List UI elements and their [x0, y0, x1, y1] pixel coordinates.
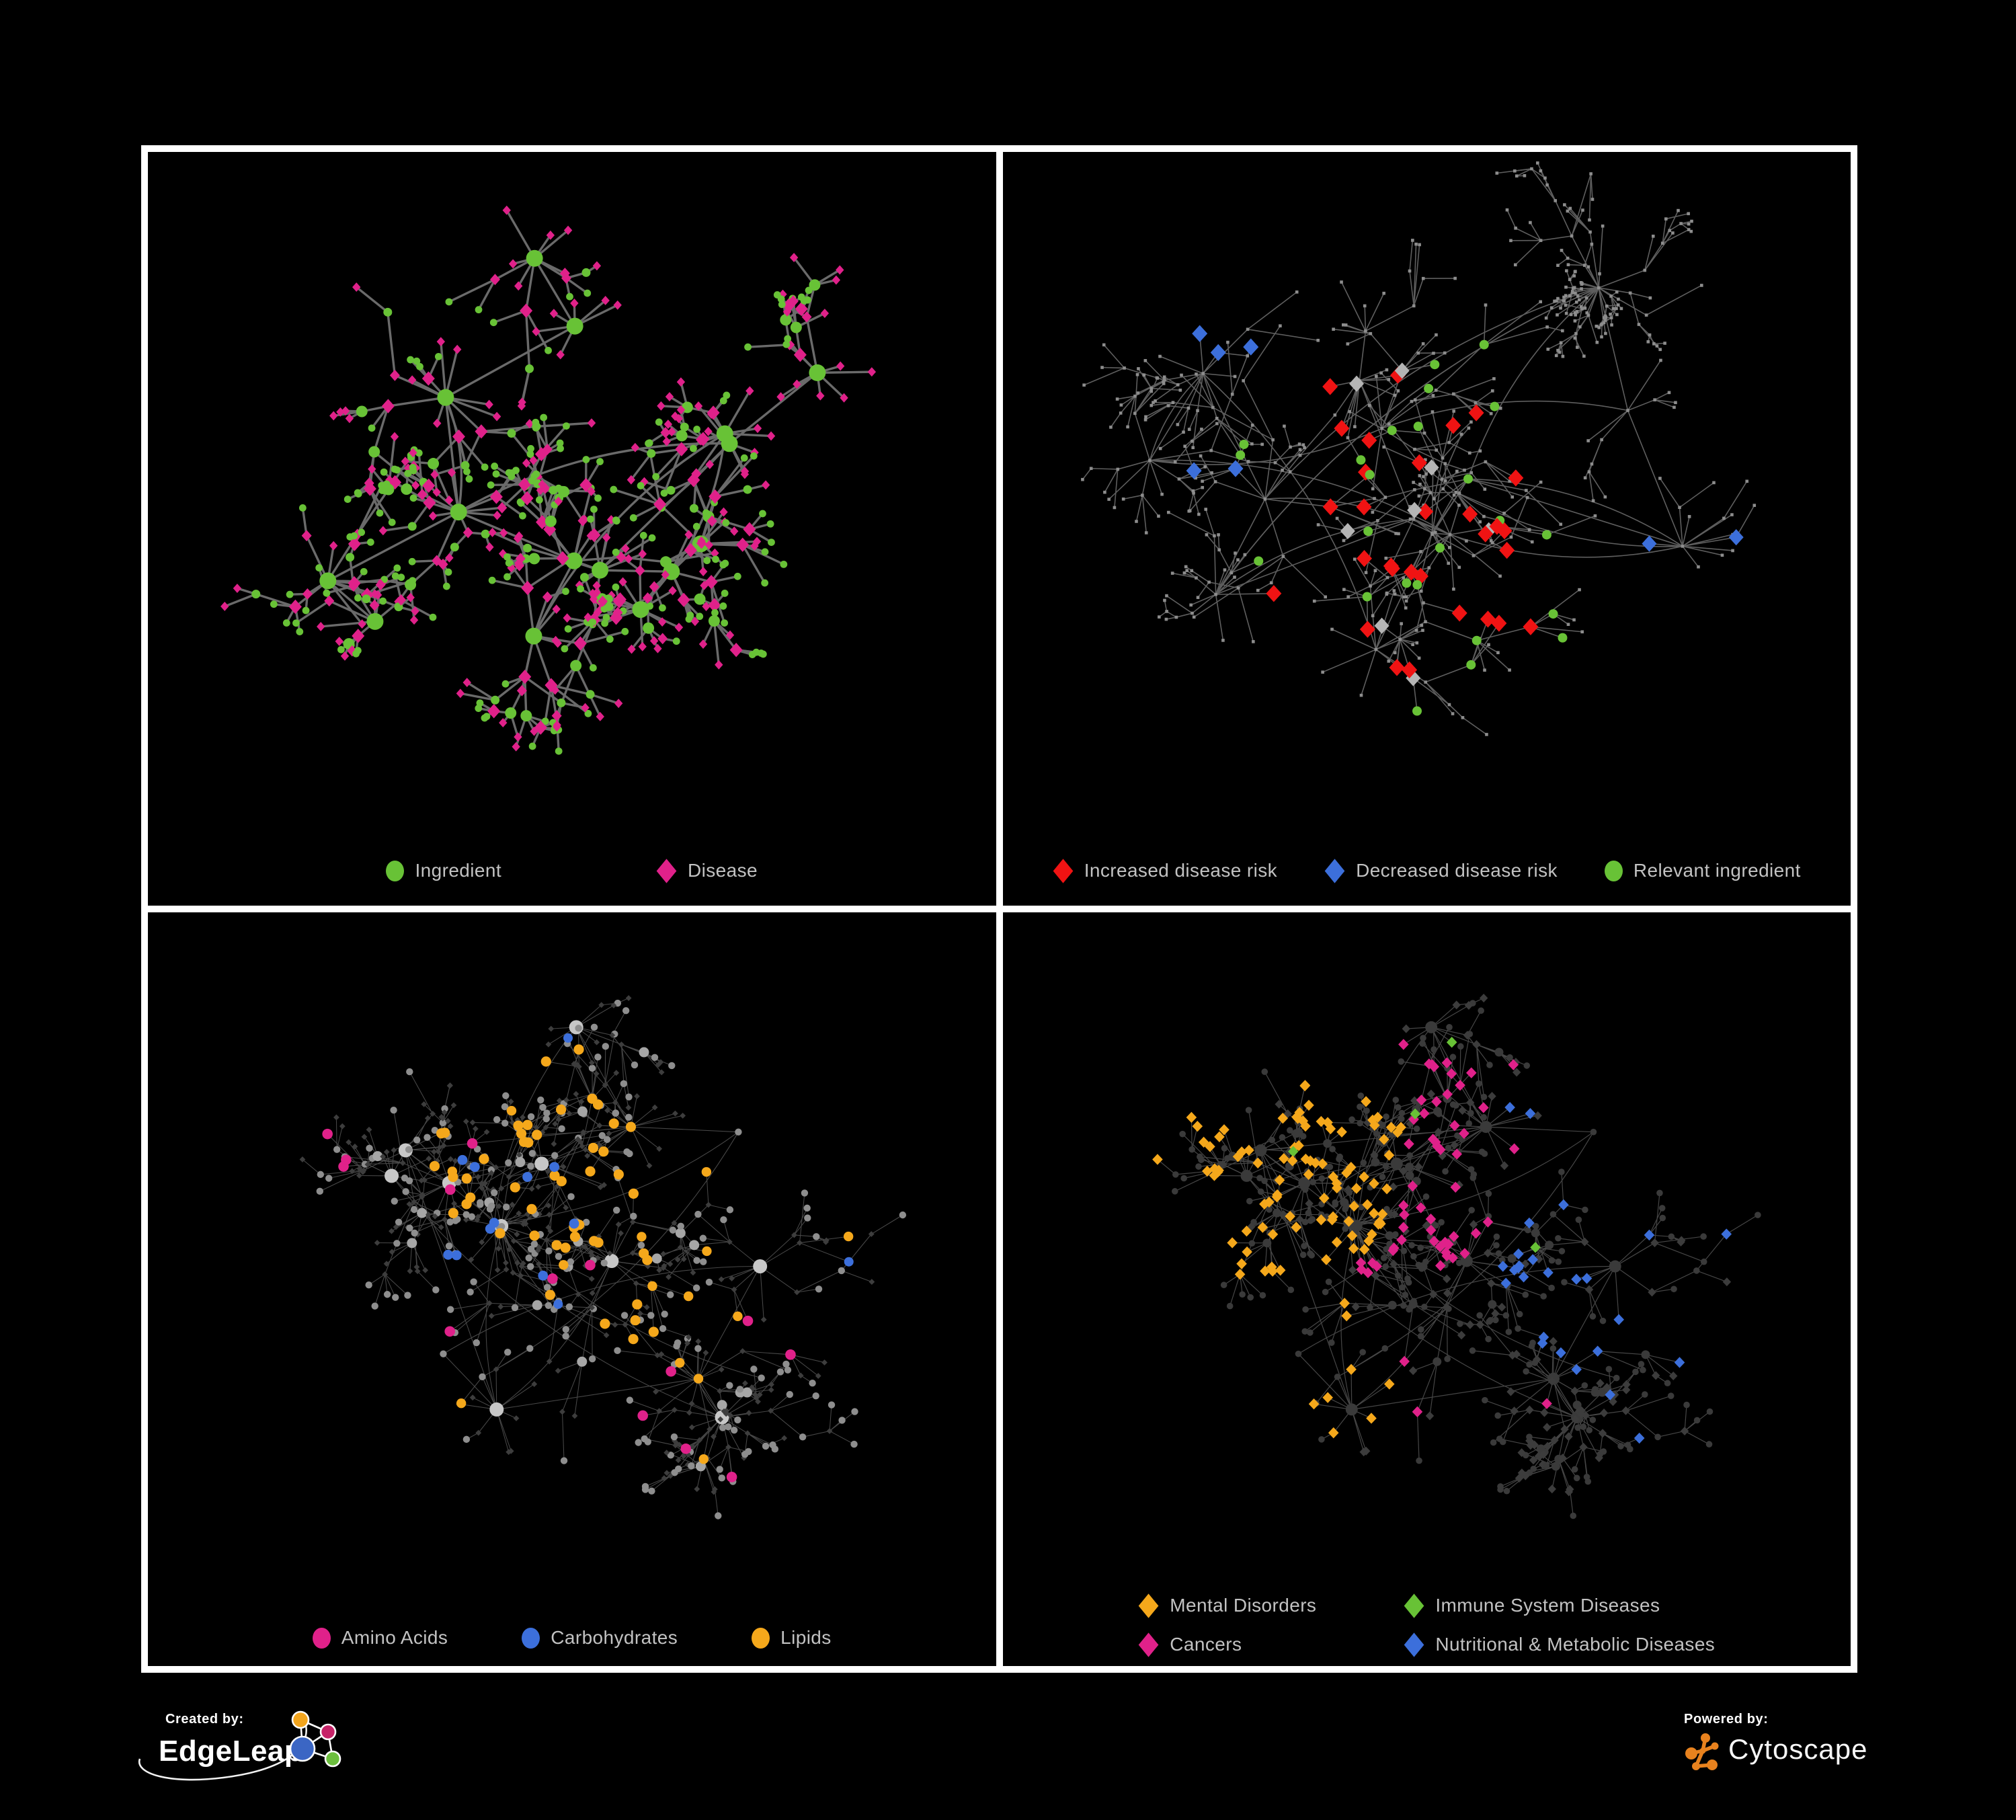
- legend-nutrient-classes: Amino Acids Carbohydrates Lipids: [148, 1627, 996, 1649]
- legend-item-carbohydrates: Carbohydrates: [522, 1627, 678, 1649]
- mental-disorders-swatch: [1138, 1593, 1159, 1618]
- legend-label-disease: Disease: [688, 860, 758, 881]
- ingredient-swatch: [386, 860, 405, 881]
- created-by-block: Created by: EdgeLeap: [138, 1710, 385, 1813]
- legend-label-nutritional-metabolic-diseases: Nutritional & Metabolic Diseases: [1435, 1634, 1716, 1655]
- disease-swatch: [656, 858, 677, 883]
- legend-item-disease: Disease: [656, 858, 758, 883]
- relevant-ingredient-swatch: [1604, 860, 1623, 881]
- legend-label-increased-disease-risk: Increased disease risk: [1084, 860, 1278, 881]
- network-ingredient-disease-graph: [220, 205, 877, 755]
- powered-by-label: Powered by:: [1684, 1712, 1769, 1727]
- nutritional-metabolic-diseases-swatch: [1404, 1632, 1424, 1657]
- legend-item-lipids: Lipids: [752, 1627, 832, 1649]
- legend-label-relevant-ingredient: Relevant ingredient: [1633, 860, 1801, 881]
- legend-label-cancers: Cancers: [1170, 1634, 1242, 1655]
- legend-item-decreased-disease-risk: Decreased disease risk: [1324, 858, 1558, 883]
- cancers-swatch: [1138, 1632, 1159, 1657]
- legend-item-ingredient: Ingredient: [386, 860, 501, 881]
- network-disease-risk-graph: [1080, 161, 1756, 736]
- legend-item-amino-acids: Amino Acids: [312, 1627, 448, 1649]
- network-nutrient-classes-graph: [299, 995, 907, 1519]
- legend-item-mental-disorders: Mental Disorders: [1138, 1593, 1317, 1618]
- legend-disease-categories: Mental Disorders Immune System Diseases Ca…: [1138, 1593, 1716, 1657]
- legend-disease-risk: Increased disease risk Decreased disease …: [1003, 858, 1851, 883]
- legend-label-decreased-disease-risk: Decreased disease risk: [1356, 860, 1558, 881]
- panel-ingredient-disease: Ingredient Disease: [148, 152, 996, 906]
- panel-disease-categories: Mental Disorders Immune System Diseases Ca…: [1002, 912, 1851, 1666]
- legend-item-immune-system-diseases: Immune System Diseases: [1404, 1593, 1660, 1618]
- edgeleap-logo-icon: [289, 1710, 341, 1768]
- legend-label-immune-system-diseases: Immune System Diseases: [1435, 1595, 1660, 1616]
- legend-item-nutritional-metabolic-diseases: Nutritional & Metabolic Diseases: [1404, 1632, 1716, 1657]
- legend-label-ingredient: Ingredient: [415, 860, 502, 881]
- cytoscape-wordmark: Cytoscape: [1728, 1733, 1868, 1765]
- legend-item-relevant-ingredient: Relevant ingredient: [1604, 860, 1801, 881]
- panel-grid: Ingredient Disease Increased disease risk…: [141, 145, 1857, 1673]
- legend-item-increased-disease-risk: Increased disease risk: [1053, 858, 1278, 883]
- lipids-swatch: [752, 1627, 770, 1649]
- legend-label-lipids: Lipids: [780, 1627, 832, 1648]
- network-disease-categories-graph: [1152, 994, 1761, 1519]
- immune-system-diseases-swatch: [1404, 1593, 1424, 1618]
- carbohydrates-swatch: [522, 1627, 540, 1649]
- legend-label-carbohydrates: Carbohydrates: [551, 1627, 678, 1648]
- decreased-disease-risk-swatch: [1324, 858, 1345, 883]
- legend-label-amino-acids: Amino Acids: [341, 1627, 448, 1648]
- panel-nutrient-classes: Amino Acids Carbohydrates Lipids: [148, 912, 996, 1666]
- legend-item-cancers: Cancers: [1138, 1632, 1242, 1657]
- cytoscape-logo-icon: [1685, 1733, 1719, 1770]
- created-by-label: Created by:: [165, 1712, 244, 1727]
- panel-disease-risk: Increased disease risk Decreased disease …: [1002, 152, 1851, 906]
- legend-label-mental-disorders: Mental Disorders: [1170, 1595, 1317, 1616]
- increased-disease-risk-swatch: [1053, 858, 1074, 883]
- amino-acids-swatch: [312, 1627, 331, 1649]
- edgeleap-wordmark: EdgeLeap: [159, 1735, 303, 1768]
- legend-ingredient-disease: Ingredient Disease: [148, 858, 996, 883]
- powered-by-block: Powered by: Cytoscape: [1684, 1712, 1980, 1799]
